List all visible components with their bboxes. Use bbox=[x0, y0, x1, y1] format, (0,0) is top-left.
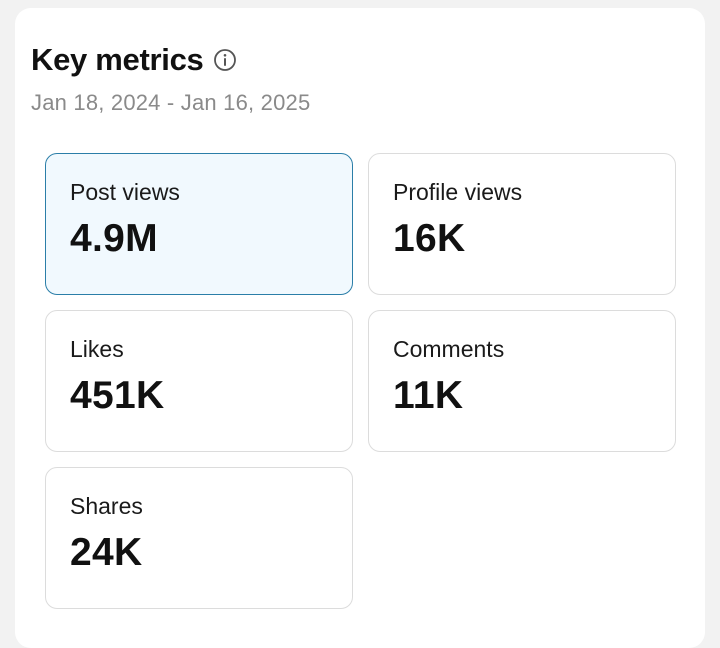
metric-label: Profile views bbox=[393, 179, 523, 205]
metric-card-shares[interactable]: Shares 24K bbox=[45, 467, 353, 609]
metric-card-comments[interactable]: Comments 11K bbox=[368, 310, 676, 452]
metric-card-likes[interactable]: Likes 451K bbox=[45, 310, 353, 452]
title-row: Key metrics bbox=[31, 42, 237, 78]
metric-label: Post views bbox=[70, 179, 180, 205]
metric-label: Shares bbox=[70, 493, 143, 519]
metric-value: 11K bbox=[393, 374, 464, 417]
metric-value: 4.9M bbox=[70, 217, 158, 260]
date-range: Jan 18, 2024 - Jan 16, 2025 bbox=[31, 90, 311, 115]
info-circle-icon[interactable] bbox=[213, 48, 237, 72]
metric-label: Comments bbox=[393, 336, 505, 362]
page-title: Key metrics bbox=[31, 42, 204, 77]
metric-label: Likes bbox=[70, 336, 124, 362]
metric-value: 451K bbox=[70, 374, 165, 417]
metric-card-profile-views[interactable]: Profile views 16K bbox=[368, 153, 676, 295]
metric-value: 24K bbox=[70, 531, 143, 574]
metric-value: 16K bbox=[393, 217, 466, 260]
metric-card-post-views[interactable]: Post views 4.9M bbox=[45, 153, 353, 295]
